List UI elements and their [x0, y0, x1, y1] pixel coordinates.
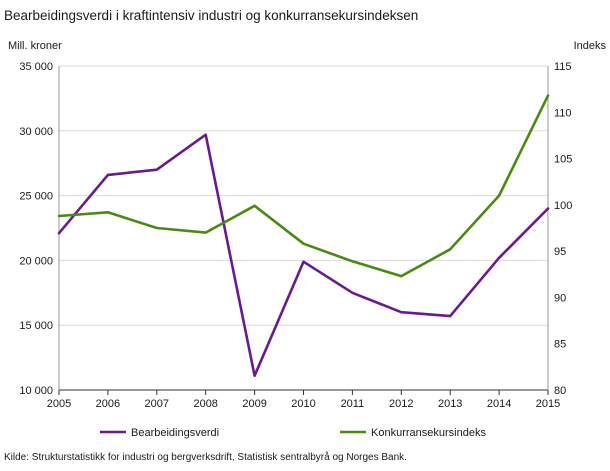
- x-tick-label: 2012: [389, 398, 413, 410]
- left-tick-label: 25 000: [19, 191, 53, 203]
- right-tick-label: 95: [554, 246, 566, 258]
- left-tick-label: 20 000: [19, 255, 53, 267]
- x-tick-label: 2011: [341, 398, 365, 410]
- right-tick-label: 80: [554, 385, 566, 397]
- x-tick-label: 2014: [487, 398, 511, 410]
- left-axis-title: Mill. kroner: [8, 40, 62, 52]
- right-tick-label: 85: [554, 339, 566, 351]
- right-tick-label: 110: [554, 107, 572, 119]
- x-tick-label: 2005: [47, 398, 71, 410]
- left-tick-label: 35 000: [19, 61, 53, 73]
- right-tick-label: 100: [554, 200, 572, 212]
- right-axis-title: Indeks: [573, 40, 606, 52]
- x-tick-label: 2013: [438, 398, 462, 410]
- left-tick-label: 15 000: [19, 320, 53, 332]
- x-tick-label: 2010: [291, 398, 315, 410]
- right-tick-label: 105: [554, 154, 572, 166]
- series-line-bearbeidingsverdi: [57, 133, 550, 378]
- chart-title: Bearbeidingsverdi i kraftintensiv indust…: [4, 8, 419, 23]
- x-tick-label: 2009: [242, 398, 266, 410]
- left-tick-label: 30 000: [19, 126, 53, 138]
- x-tick-label: 2008: [193, 398, 217, 410]
- right-tick-label: 115: [554, 61, 572, 73]
- source-note: Kilde: Strukturstatistikk for industri o…: [4, 452, 407, 463]
- left-tick-label: 10 000: [19, 385, 53, 397]
- x-tick-label: 2007: [145, 398, 169, 410]
- legend-label: Konkurransekursindeks: [371, 427, 486, 439]
- x-tick-label: 2015: [536, 398, 560, 410]
- legend-label: Bearbeidingsverdi: [131, 427, 219, 439]
- right-tick-label: 90: [554, 292, 566, 304]
- series-line-konkurransekursindeks: [57, 94, 550, 278]
- x-tick-label: 2006: [96, 398, 120, 410]
